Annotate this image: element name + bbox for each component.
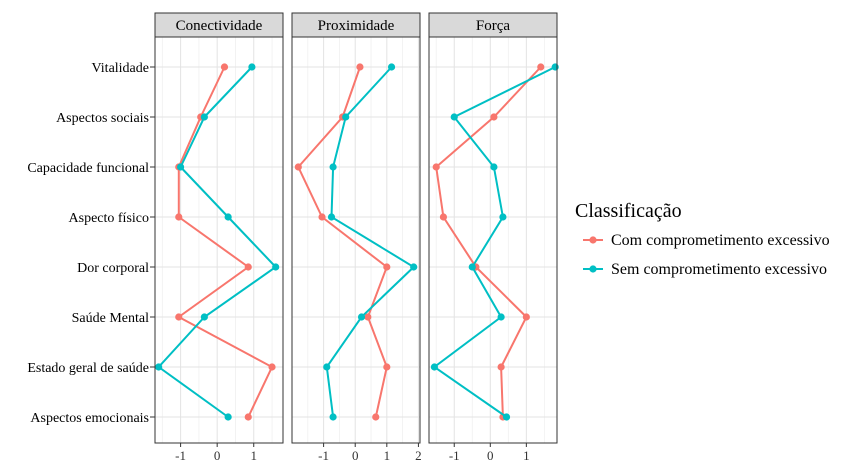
data-point: [537, 63, 545, 71]
data-point: [497, 363, 505, 371]
y-tick-label: Saúde Mental: [72, 311, 149, 326]
data-point: [323, 363, 331, 371]
data-point: [490, 163, 498, 171]
data-point: [248, 63, 256, 71]
series-line-com: [435, 66, 542, 418]
series-line-sem: [157, 66, 278, 418]
facet-strip: [291, 12, 421, 38]
x-tick-label: 0: [487, 448, 494, 463]
x-tick-label: -1: [318, 448, 329, 463]
facet-title: Conectividade: [176, 18, 263, 34]
data-point: [383, 363, 391, 371]
y-tick-label: Aspecto físico: [69, 211, 149, 226]
facet-strip: [428, 12, 558, 38]
y-tick-label: Vitalidade: [92, 61, 149, 76]
legend-title: Classificação: [575, 200, 682, 222]
data-point: [329, 163, 337, 171]
data-point: [224, 413, 232, 421]
data-point: [490, 113, 498, 121]
data-point: [244, 413, 252, 421]
x-tick-label: 1: [523, 448, 530, 463]
x-tick-label: 2: [415, 448, 422, 463]
legend-label: Com comprometimento excessivo: [611, 232, 830, 249]
data-point: [410, 263, 418, 271]
legend: Classificação Com comprometimento excessi…: [575, 200, 830, 278]
data-point: [224, 213, 232, 221]
data-point: [439, 213, 448, 221]
x-tick-label: 1: [250, 448, 257, 463]
series-line-com: [297, 66, 388, 418]
data-point: [327, 213, 336, 221]
data-point: [450, 113, 458, 121]
data-point: [432, 163, 440, 171]
y-tick-label: Aspectos sociais: [56, 111, 149, 126]
data-point: [318, 213, 326, 221]
data-point: [383, 263, 391, 271]
data-point: [522, 313, 530, 321]
panel-background: [155, 37, 283, 443]
facet-panel-3: Força -1 0 1: [428, 12, 559, 463]
data-point: [502, 413, 511, 421]
legend-label: Sem comprometimento excessivo: [611, 261, 827, 278]
legend-key-point: [589, 265, 597, 273]
panel-border: [291, 36, 421, 444]
facet-strip: [154, 12, 284, 38]
panel-border: [154, 36, 284, 444]
facet-title: Força: [476, 18, 510, 34]
data-point: [551, 63, 559, 71]
data-point: [220, 63, 229, 71]
panel-border: [428, 36, 558, 444]
data-point: [200, 113, 208, 121]
data-point: [200, 313, 208, 321]
panel-background: [429, 37, 557, 443]
y-tick-label: Estado geral de saúde: [27, 361, 149, 376]
data-point: [244, 263, 252, 271]
data-point: [294, 163, 302, 171]
data-point: [342, 113, 350, 121]
x-tick-label: 0: [214, 448, 221, 463]
x-tick-label: -1: [449, 448, 460, 463]
data-point: [499, 213, 507, 221]
facet-panel-1: Conectividade -1 0 1: [154, 12, 284, 463]
data-point: [175, 313, 183, 321]
y-tick-label: Aspectos emocionais: [30, 411, 149, 426]
data-point: [329, 413, 337, 421]
legend-key-point: [589, 236, 597, 244]
x-tick-label: 0: [352, 448, 359, 463]
series-line-sem: [432, 66, 556, 418]
panel-background: [292, 37, 420, 443]
series-line-sem: [325, 66, 416, 418]
data-point: [364, 313, 372, 321]
data-point: [177, 163, 185, 171]
data-point: [372, 413, 380, 421]
data-point: [497, 313, 505, 321]
data-point: [468, 263, 476, 271]
y-tick-label: Dor corporal: [77, 261, 149, 276]
facet-panel-2: Proximidade -1 0 1 2: [291, 12, 422, 463]
data-point: [357, 313, 366, 321]
data-point: [387, 63, 396, 71]
data-point: [272, 263, 280, 271]
facet-title: Proximidade: [318, 18, 395, 34]
data-point: [268, 363, 276, 371]
data-point: [155, 363, 163, 371]
series-line-com: [176, 66, 274, 418]
data-point: [430, 363, 439, 371]
x-tick-label: -1: [175, 448, 186, 463]
data-point: [356, 63, 364, 71]
y-tick-label: Capacidade funcional: [27, 161, 149, 176]
data-point: [175, 213, 183, 221]
x-tick-label: 1: [384, 448, 391, 463]
